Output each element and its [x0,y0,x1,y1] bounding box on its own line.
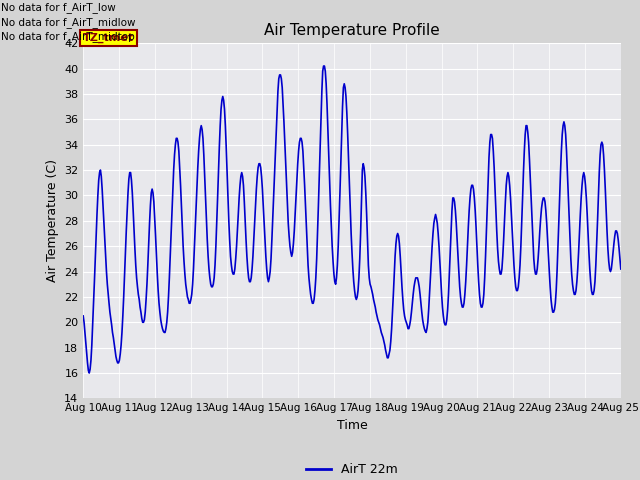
Text: No data for f_AirT_midlow: No data for f_AirT_midlow [1,17,136,28]
X-axis label: Time: Time [337,419,367,432]
Title: Air Temperature Profile: Air Temperature Profile [264,23,440,38]
Text: TZ_tmet: TZ_tmet [83,33,134,43]
Legend: AirT 22m: AirT 22m [301,458,403,480]
Text: No data for f_AirT_low: No data for f_AirT_low [1,2,116,13]
Y-axis label: Air Temperature (C): Air Temperature (C) [45,159,58,282]
Text: No data for f_AirT_midtop: No data for f_AirT_midtop [1,31,135,42]
